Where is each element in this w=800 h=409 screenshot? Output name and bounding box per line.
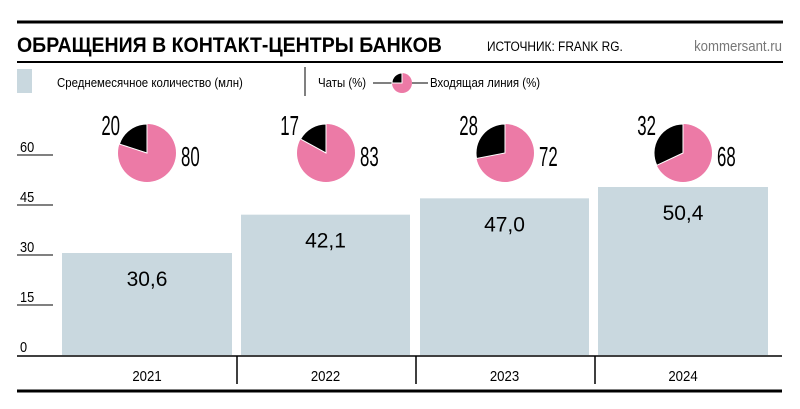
y-tick-label: 0 xyxy=(20,338,27,355)
bar-2021 xyxy=(62,253,232,355)
pie-slice-chats xyxy=(299,123,327,154)
bar-value-label: 50,4 xyxy=(663,202,704,225)
x-tick-label: 2022 xyxy=(311,367,340,384)
pie-slice-chats xyxy=(475,123,506,160)
legend-inbound-label: Входящая линия (%) xyxy=(430,75,540,90)
bar-2024 xyxy=(598,187,768,355)
y-tick-label: 45 xyxy=(20,188,34,205)
legend-pie xyxy=(391,72,412,93)
pie-slice-chats xyxy=(391,72,403,84)
pie-slice-chats xyxy=(118,123,148,154)
pie-chats-label: 32 xyxy=(637,110,656,142)
chart-title: ОБРАЩЕНИЯ В КОНТАКТ-ЦЕНТРЫ БАНКОВ xyxy=(17,34,442,57)
site-label: kommersant.ru xyxy=(694,37,782,54)
x-tick-label: 2021 xyxy=(132,367,161,384)
pies: 20 80 17 83 28 72 32 68 xyxy=(101,110,736,182)
pie-2021 xyxy=(118,123,176,182)
pie-inbound-label: 72 xyxy=(539,141,558,173)
legend-chats-label: Чаты (%) xyxy=(318,75,366,90)
y-tick-label: 15 xyxy=(20,288,34,305)
pie-chats-label: 28 xyxy=(459,110,478,142)
x-axis: 2021 2022 2023 2024 xyxy=(132,356,698,384)
legend-bar-label: Среднемесячное количество (млн) xyxy=(57,75,243,90)
y-axis: 0 15 30 45 60 xyxy=(17,138,53,355)
pie-inbound-label: 80 xyxy=(181,141,200,173)
bar-value-label: 47,0 xyxy=(484,213,525,236)
pie-inbound-label: 68 xyxy=(717,141,736,173)
bar-2022 xyxy=(241,214,410,355)
bar-value-label: 30,6 xyxy=(127,268,168,291)
pie-chats-label: 20 xyxy=(101,110,120,142)
legend-bar-swatch xyxy=(17,69,32,93)
pie-2023 xyxy=(475,123,534,182)
bar-value-label: 42,1 xyxy=(305,230,346,253)
x-tick-label: 2023 xyxy=(490,367,519,384)
bars: 30,6 42,1 47,0 50,4 xyxy=(62,187,768,355)
legend-pie-icon xyxy=(391,72,412,93)
pie-inbound-label: 83 xyxy=(360,141,379,173)
y-tick-label: 60 xyxy=(20,138,34,155)
x-tick-label: 2024 xyxy=(668,367,697,384)
y-tick-label: 30 xyxy=(20,238,34,255)
pie-slice-chats xyxy=(653,123,684,167)
pie-chats-label: 17 xyxy=(280,110,299,142)
pie-2024 xyxy=(653,123,712,182)
bar-2023 xyxy=(420,198,589,355)
pie-2022 xyxy=(297,123,355,182)
source-label: ИСТОЧНИК: FRANK RG. xyxy=(487,38,623,54)
